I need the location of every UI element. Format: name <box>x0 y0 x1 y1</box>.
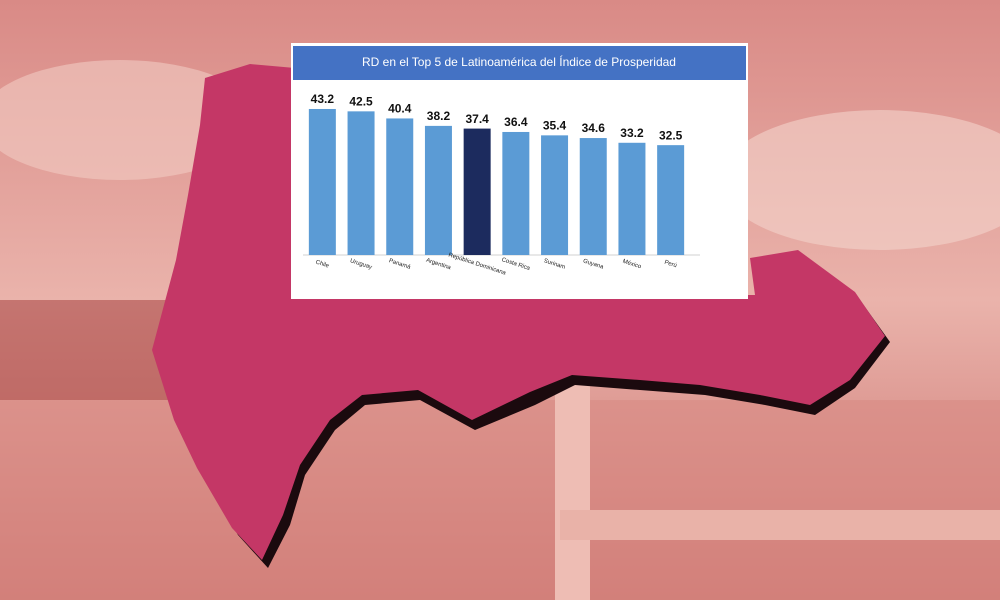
value-label: 35.4 <box>543 119 567 133</box>
value-label: 42.5 <box>349 95 373 109</box>
railing <box>560 510 1000 540</box>
bar <box>386 118 414 255</box>
x-tick-label: Perú <box>664 260 678 270</box>
value-label: 36.4 <box>504 115 528 129</box>
bar <box>424 125 452 255</box>
value-label: 32.5 <box>659 128 683 142</box>
value-label: 33.2 <box>620 126 644 140</box>
bar <box>308 108 336 255</box>
chart-title-bar <box>293 46 746 80</box>
chart-title: RD en el Top 5 de Latinoamérica del Índi… <box>362 54 676 69</box>
value-label: 40.4 <box>388 102 412 116</box>
map-dominican-republic <box>152 64 885 560</box>
cloud <box>720 110 1000 250</box>
cloud <box>0 60 260 180</box>
value-label: 38.2 <box>427 109 451 123</box>
x-tick-label: México <box>622 259 643 271</box>
bar <box>579 138 607 255</box>
value-label: 37.4 <box>465 112 489 126</box>
bar <box>618 142 646 255</box>
bar <box>657 145 685 255</box>
x-tick-label: Chile <box>315 260 330 270</box>
bar <box>541 135 569 255</box>
bar <box>347 111 375 255</box>
pole <box>555 380 590 600</box>
bar <box>463 128 491 255</box>
value-label: 43.2 <box>311 92 335 106</box>
value-label: 34.6 <box>582 121 606 135</box>
ground <box>0 400 1000 600</box>
bar <box>502 131 530 255</box>
